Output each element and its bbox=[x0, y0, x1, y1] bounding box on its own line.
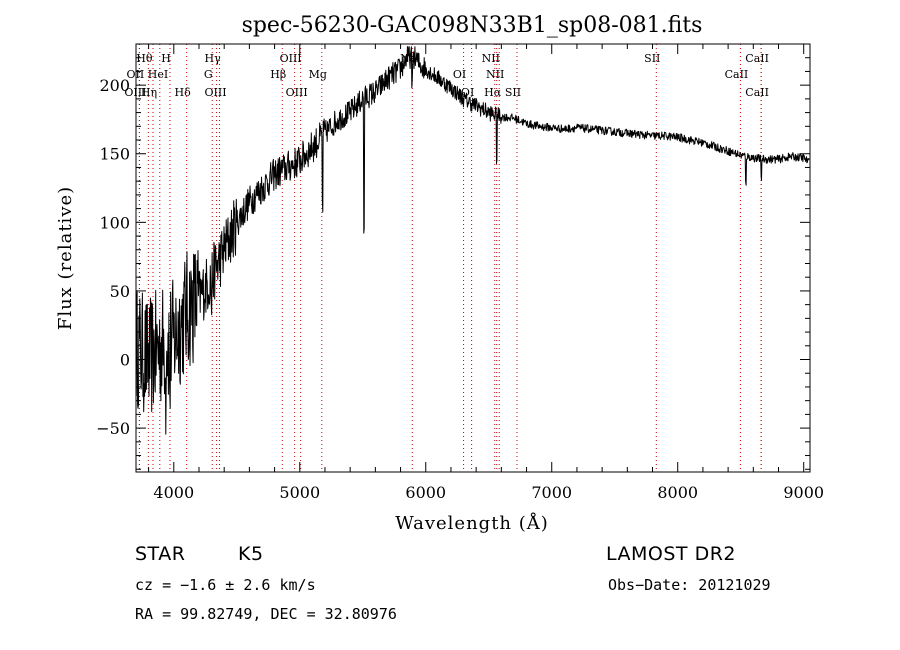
marker-label: Mg bbox=[309, 68, 327, 81]
marker-label: CaII bbox=[745, 52, 769, 65]
y-tick-label: 100 bbox=[99, 213, 130, 232]
marker-label: OIII bbox=[286, 86, 308, 99]
y-tick-label: 200 bbox=[99, 76, 130, 95]
marker-label: OI bbox=[461, 86, 474, 99]
marker-label: CaII bbox=[725, 68, 749, 81]
object-class: STAR bbox=[135, 543, 186, 565]
plot-frame bbox=[135, 43, 811, 473]
y-tick-label: 50 bbox=[110, 282, 130, 301]
spectrum-line bbox=[135, 46, 810, 435]
obs-date: Obs−Date: 20121029 bbox=[608, 576, 771, 594]
chart-title: spec-56230-GAC098N33B1_sp08-081.fits bbox=[242, 13, 703, 38]
y-tick-label: 150 bbox=[99, 145, 130, 164]
marker-label: H bbox=[161, 52, 171, 65]
x-tick-label: 9000 bbox=[783, 483, 824, 502]
x-tick-label: 6000 bbox=[405, 483, 446, 502]
y-tick-label: −50 bbox=[96, 419, 130, 438]
marker-label: G bbox=[204, 68, 213, 81]
x-tick-label: 8000 bbox=[657, 483, 698, 502]
marker-label: Hδ bbox=[175, 86, 192, 99]
marker-label: Hγ bbox=[205, 52, 222, 65]
marker-label: I bbox=[164, 68, 168, 81]
x-axis-ticks: 4000 5000 6000 7000 8000 9000 bbox=[148, 44, 824, 502]
survey-name: LAMOST DR2 bbox=[606, 543, 736, 565]
marker-label: CaII bbox=[745, 86, 769, 99]
coordinates: RA = 99.82749, DEC = 32.80976 bbox=[135, 605, 397, 623]
marker-label: Hη bbox=[141, 86, 157, 99]
marker-label: SII bbox=[644, 52, 660, 65]
y-axis-ticks: −50 0 50 100 150 200 bbox=[96, 57, 810, 470]
marker-label: He bbox=[148, 68, 164, 81]
object-subclass: K5 bbox=[238, 543, 264, 565]
y-axis-label: Flux (relative) bbox=[55, 186, 76, 330]
marker-label: OIII bbox=[124, 86, 146, 99]
marker-label: OIII bbox=[280, 52, 302, 65]
x-tick-label: 5000 bbox=[279, 483, 320, 502]
marker-label: Hθ bbox=[136, 52, 153, 65]
marker-label: Hα bbox=[484, 86, 502, 99]
x-tick-label: 7000 bbox=[531, 483, 572, 502]
x-axis-label: Wavelength (Å) bbox=[395, 512, 549, 534]
redshift-readout: cz = −1.6 ± 2.6 km/s bbox=[135, 576, 316, 594]
marker-label: Hβ bbox=[270, 68, 286, 81]
marker-label: NII bbox=[482, 52, 500, 65]
marker-label: SII bbox=[505, 86, 521, 99]
x-tick-label: 4000 bbox=[153, 483, 194, 502]
marker-label: OI bbox=[453, 68, 466, 81]
spectrum-layer bbox=[135, 46, 810, 435]
y-tick-label: 0 bbox=[120, 351, 130, 370]
marker-label: NII bbox=[486, 68, 504, 81]
marker-label: OIII bbox=[204, 86, 226, 99]
